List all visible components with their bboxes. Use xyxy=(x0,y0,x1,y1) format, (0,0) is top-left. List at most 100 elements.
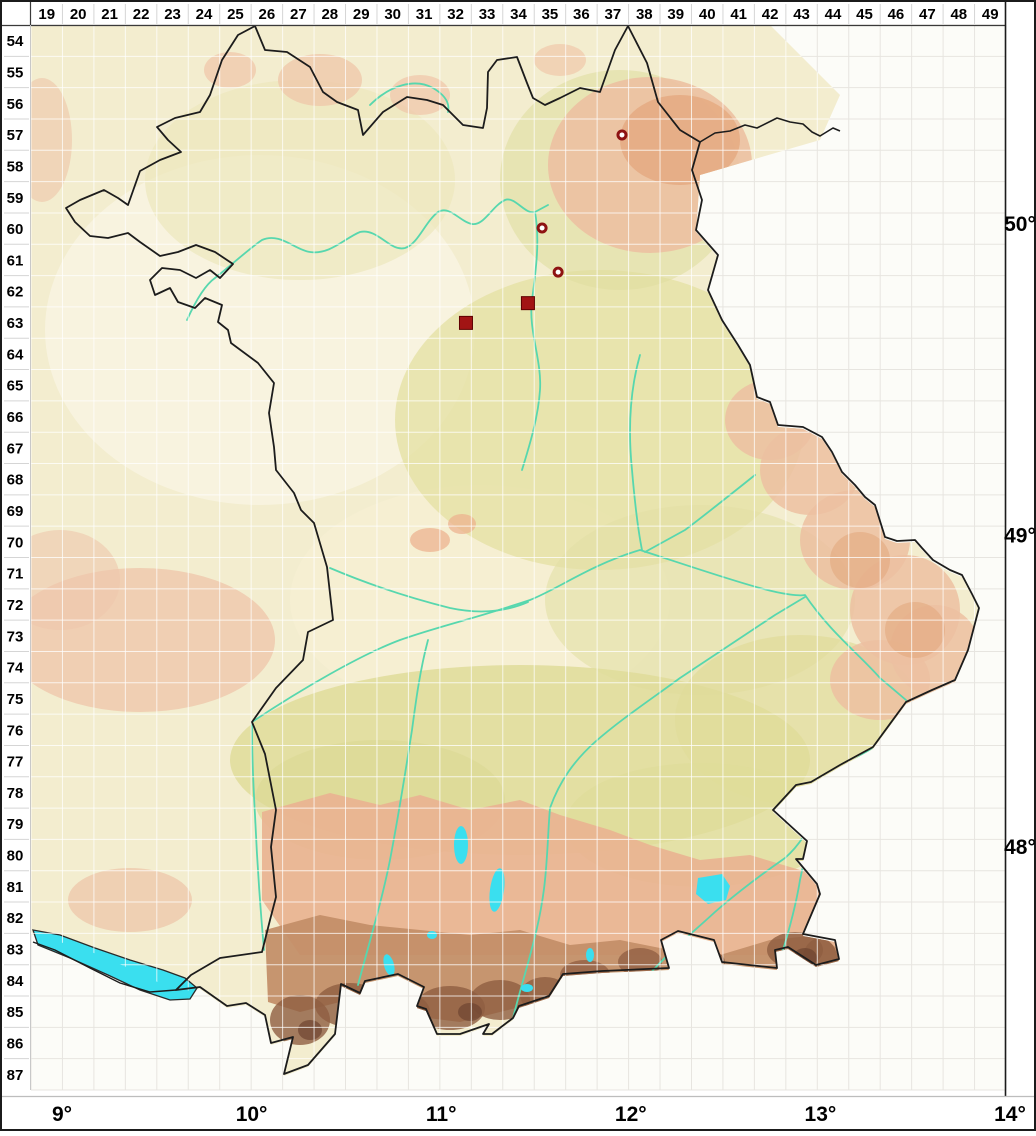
row-label-80: 80 xyxy=(7,848,24,865)
column-label-24: 24 xyxy=(196,6,213,23)
row-label-63: 63 xyxy=(7,315,24,332)
column-label-37: 37 xyxy=(605,6,622,23)
row-label-57: 57 xyxy=(7,127,24,144)
latitude-labels: 50° 49° 48° xyxy=(1004,213,1036,859)
row-label-77: 77 xyxy=(7,754,24,771)
river-naab xyxy=(629,354,643,551)
terrain-hills-jura-1 xyxy=(410,528,450,552)
column-label-19: 19 xyxy=(38,6,55,23)
lake-walchensee xyxy=(521,984,533,992)
column-label-41: 41 xyxy=(730,6,747,23)
terrain-alp-peak-3 xyxy=(458,1003,482,1021)
row-label-69: 69 xyxy=(7,503,24,520)
longitude-label-13: 13° xyxy=(805,1103,837,1126)
terrain-foothills-band xyxy=(262,793,872,955)
latitude-label-48: 48° xyxy=(1004,836,1036,859)
river-regen xyxy=(644,474,756,553)
row-label-56: 56 xyxy=(7,96,24,113)
row-label-83: 83 xyxy=(7,942,24,959)
row-label-61: 61 xyxy=(7,252,24,269)
row-label-62: 62 xyxy=(7,284,24,301)
longitude-label-9: 9° xyxy=(52,1103,72,1126)
river-danube xyxy=(251,549,907,723)
marker-filled-square xyxy=(458,315,473,330)
column-label-47: 47 xyxy=(919,6,936,23)
marker-open-circle xyxy=(616,129,628,141)
column-label-40: 40 xyxy=(699,6,716,23)
column-label-39: 39 xyxy=(667,6,684,23)
terrain-hills-fichtel-core xyxy=(620,95,740,185)
row-label-86: 86 xyxy=(7,1036,24,1053)
column-label-25: 25 xyxy=(227,6,244,23)
river-regnitz xyxy=(521,211,542,471)
river-main xyxy=(186,198,549,321)
border-austria-bodensee xyxy=(32,941,177,993)
longitude-label-10: 10° xyxy=(236,1103,268,1126)
column-label-26: 26 xyxy=(259,6,276,23)
row-label-70: 70 xyxy=(7,534,24,551)
column-label-23: 23 xyxy=(164,6,181,23)
column-label-42: 42 xyxy=(762,6,779,23)
terrain-upland-2 xyxy=(145,80,455,280)
record-markers xyxy=(458,129,628,330)
terrain-hills-north-4 xyxy=(534,44,586,76)
marker-open-circle xyxy=(536,222,548,234)
row-label-55: 55 xyxy=(7,64,24,81)
row-label-78: 78 xyxy=(7,785,24,802)
longitude-label-12: 12° xyxy=(615,1103,647,1126)
terrain-hills-west-2 xyxy=(31,530,120,630)
column-label-45: 45 xyxy=(856,6,873,23)
terrain-hills-north-2 xyxy=(204,52,256,88)
river-isar xyxy=(512,596,806,1019)
row-label-73: 73 xyxy=(7,628,24,645)
column-label-46: 46 xyxy=(888,6,905,23)
column-label-28: 28 xyxy=(321,6,338,23)
column-label-27: 27 xyxy=(290,6,307,23)
row-label-58: 58 xyxy=(7,158,24,175)
row-label-59: 59 xyxy=(7,190,24,207)
terrain-hills-north-3 xyxy=(390,75,450,115)
row-header-labels: 54 55 56 57 58 59 60 61 62 63 64 65 66 67 68 69 70 71 72 73… xyxy=(7,33,24,1084)
row-label-76: 76 xyxy=(7,722,24,739)
row-label-84: 84 xyxy=(7,973,24,990)
column-label-38: 38 xyxy=(636,6,653,23)
column-label-30: 30 xyxy=(384,6,401,23)
column-label-35: 35 xyxy=(542,6,559,23)
terrain-hills-east-core1 xyxy=(830,532,890,588)
row-label-68: 68 xyxy=(7,472,24,489)
terrain-hills-jura-2 xyxy=(448,514,476,534)
terrain-hills-north-1 xyxy=(278,54,362,106)
column-label-49: 49 xyxy=(982,6,999,23)
row-label-81: 81 xyxy=(7,879,24,896)
row-label-72: 72 xyxy=(7,597,24,614)
column-label-36: 36 xyxy=(573,6,590,23)
latitude-label-49: 49° xyxy=(1004,525,1036,548)
column-label-32: 32 xyxy=(447,6,464,23)
bavaria-border xyxy=(65,25,980,1075)
border-saxony-czech xyxy=(699,117,841,143)
column-label-34: 34 xyxy=(510,6,527,23)
longitude-label-11: 11° xyxy=(426,1103,457,1126)
column-label-22: 22 xyxy=(133,6,150,23)
marker-open-circle xyxy=(552,266,564,278)
terrain-hills-east-core2 xyxy=(885,602,945,658)
row-label-64: 64 xyxy=(7,346,24,363)
lake-chiemsee xyxy=(696,874,730,904)
row-label-79: 79 xyxy=(7,816,24,833)
row-label-75: 75 xyxy=(7,691,24,708)
row-label-67: 67 xyxy=(7,440,24,457)
longitude-label-14: 14° xyxy=(994,1103,1026,1126)
river-iller xyxy=(251,723,265,951)
marker-filled-square xyxy=(520,296,535,311)
lake-staffelsee xyxy=(427,931,437,939)
row-label-60: 60 xyxy=(7,221,24,238)
column-label-43: 43 xyxy=(793,6,810,23)
lake-ammersee xyxy=(454,826,468,864)
row-label-66: 66 xyxy=(7,409,24,426)
column-header-labels: 19 20 21 22 23 24 25 26 27 28 29 30 31 32 33 34 35 36 37 38… xyxy=(38,6,998,23)
terrain-hills-nw xyxy=(31,78,72,202)
column-label-31: 31 xyxy=(416,6,433,23)
